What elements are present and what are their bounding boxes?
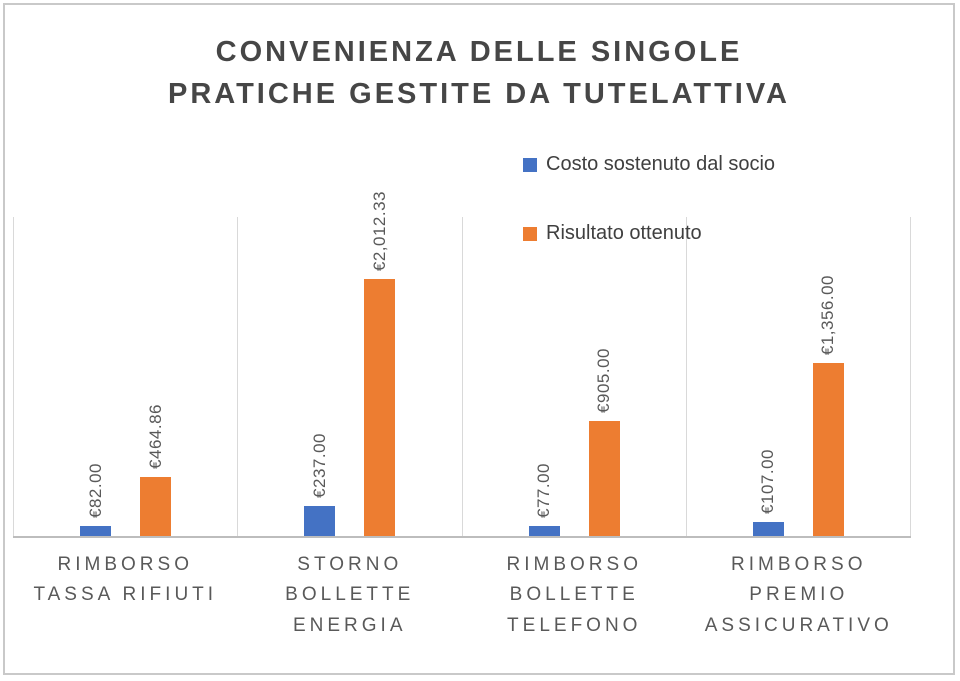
bar-cost — [304, 506, 336, 536]
bar-group: €237.00 — [304, 217, 336, 536]
bar-value-label: €464.86 — [145, 404, 165, 469]
x-axis-category-label: RIMBORSO TASSA RIFIUTI — [33, 554, 218, 606]
category-cell: €237.00 €2,012.33 — [237, 191, 461, 536]
category-cell: €77.00 €905.00 — [461, 217, 686, 536]
legend-item-result: Risultato ottenuto — [523, 222, 775, 245]
bar-group: €82.00 — [80, 217, 112, 536]
chart-title: CONVENIENZA DELLE SINGOLE PRATICHE GESTI… — [168, 36, 790, 111]
bar-result — [364, 279, 396, 536]
bar-group: €77.00 — [528, 217, 560, 536]
bar-cost — [752, 522, 784, 536]
bar-value-label: €107.00 — [758, 449, 778, 514]
category-cell: €107.00 €1,356.00 — [685, 217, 911, 536]
bar-value-label: €1,356.00 — [818, 274, 838, 355]
bar-result — [588, 421, 620, 536]
bar-group: €1,356.00 — [812, 217, 844, 536]
bar-result — [140, 477, 172, 536]
legend-label-result: Risultato ottenuto — [546, 222, 702, 244]
bar-value-label: €82.00 — [85, 463, 105, 518]
bar-group: €2,012.33 — [364, 191, 396, 536]
legend-label-cost: Costo sostenuto dal socio — [546, 153, 776, 175]
legend-swatch-result-icon — [523, 226, 537, 241]
bar-group: €464.86 — [140, 217, 172, 536]
bar-value-label: €905.00 — [594, 348, 614, 413]
legend-item-cost: Costo sostenuto dal socio — [523, 153, 775, 176]
x-axis-category-label: STORNO BOLLETTE ENERGIA — [285, 554, 415, 636]
bar-value-label: €2,012.33 — [369, 190, 389, 271]
bar-group: €905.00 — [588, 217, 620, 536]
plot-area: €82.00 €464.86 €237.00 €2,012.33 €77.00 €905.… — [13, 191, 911, 538]
bar-value-label: €237.00 — [309, 433, 329, 498]
chart-legend: Costo sostenuto dal socio Risultato otte… — [523, 153, 775, 245]
x-axis-category-label: RIMBORSO PREMIO ASSICURATIVO — [704, 554, 893, 636]
x-axis-labels: RIMBORSO TASSA RIFIUTI STORNO BOLLETTE EN… — [13, 550, 911, 641]
bar-cost — [528, 526, 560, 536]
category-cell: €82.00 €464.86 — [13, 217, 237, 536]
chart-container: CONVENIENZA DELLE SINGOLE PRATICHE GESTI… — [3, 3, 955, 675]
bar-group: €107.00 — [752, 217, 784, 536]
bar-cost — [80, 526, 112, 536]
bar-result — [812, 363, 844, 536]
x-axis-category-label: RIMBORSO BOLLETTE TELEFONO — [506, 554, 642, 636]
legend-swatch-cost-icon — [523, 157, 537, 172]
bar-value-label: €77.00 — [534, 463, 554, 518]
